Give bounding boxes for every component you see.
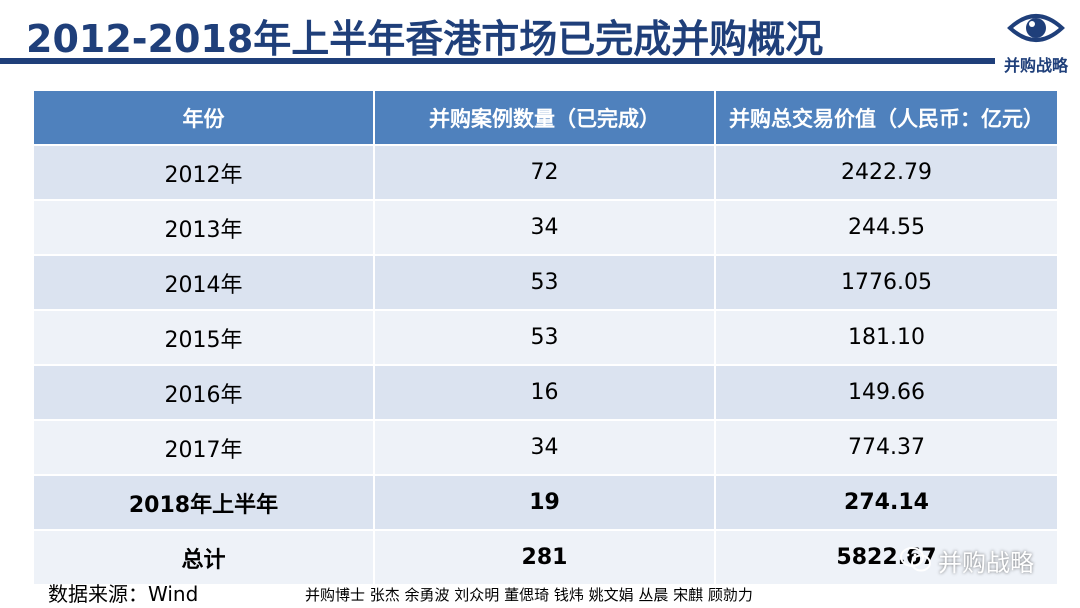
cell-count: 34: [374, 419, 716, 475]
cell-total-count: 281: [374, 529, 716, 584]
table-row: 2013年 34 244.55: [34, 199, 1057, 255]
cell-year: 2013年: [34, 199, 375, 255]
cell-value: 149.66: [715, 364, 1057, 420]
cell-count: 53: [374, 309, 716, 365]
cell-total-value: 5822.67: [715, 529, 1057, 584]
cell-year: 2014年: [34, 254, 375, 310]
table-header-row: 年份 并购案例数量（已完成） 并购总交易价值（人民币：亿元）: [34, 91, 1057, 145]
watermark: 并购战略: [900, 540, 1034, 580]
cell-year: 2012年: [34, 144, 375, 200]
cell-value: 244.55: [715, 199, 1057, 255]
data-source: 数据来源：Wind: [48, 582, 199, 606]
header-deal-value: 并购总交易价值（人民币：亿元）: [715, 91, 1057, 145]
cell-value: 1776.05: [715, 254, 1057, 310]
cell-count: 19: [374, 474, 716, 530]
cell-value: 181.10: [715, 309, 1057, 365]
cell-count: 16: [374, 364, 716, 420]
cell-value: 774.37: [715, 419, 1057, 475]
cell-count: 34: [374, 199, 716, 255]
table-row: 2014年 53 1776.05: [34, 254, 1057, 310]
cell-value: 274.14: [715, 474, 1057, 530]
table-row-half-year: 2018年上半年 19 274.14: [34, 474, 1057, 530]
cell-count: 53: [374, 254, 716, 310]
title-underline: [0, 58, 995, 64]
header-year: 年份: [34, 91, 375, 145]
cell-count: 72: [374, 144, 716, 200]
wechat-icon: [900, 547, 931, 572]
cell-year: 2017年: [34, 419, 375, 475]
eye-icon: [1007, 14, 1065, 42]
cell-year: 2016年: [34, 364, 375, 420]
table-row: 2015年 53 181.10: [34, 309, 1057, 365]
cell-year: 2015年: [34, 309, 375, 365]
header-deal-count: 并购案例数量（已完成）: [374, 91, 716, 145]
cell-year: 2018年上半年: [34, 474, 375, 530]
table-row: 2012年 72 2422.79: [34, 144, 1057, 200]
cell-value: 2422.79: [715, 144, 1057, 200]
cell-total-label: 总计: [34, 529, 375, 584]
author-list: 并购博士 张杰 余勇波 刘众明 董偲琦 钱炜 姚文娟 丛晨 宋麒 顾勍力: [305, 586, 753, 604]
page-title: 2012-2018年上半年香港市场已完成并购概况: [26, 17, 824, 61]
table-row: 2017年 34 774.37: [34, 419, 1057, 475]
watermark-label: 并购战略: [938, 548, 1034, 577]
brand-logo: 并购战略: [996, 6, 1076, 75]
table-row: 2016年 16 149.66: [34, 364, 1057, 420]
table-row-total: 总计 281 5822.67: [34, 529, 1057, 584]
merger-summary-table: 年份 并购案例数量（已完成） 并购总交易价值（人民币：亿元） 2012年 72 …: [34, 91, 1057, 584]
logo-label: 并购战略: [1003, 56, 1068, 75]
